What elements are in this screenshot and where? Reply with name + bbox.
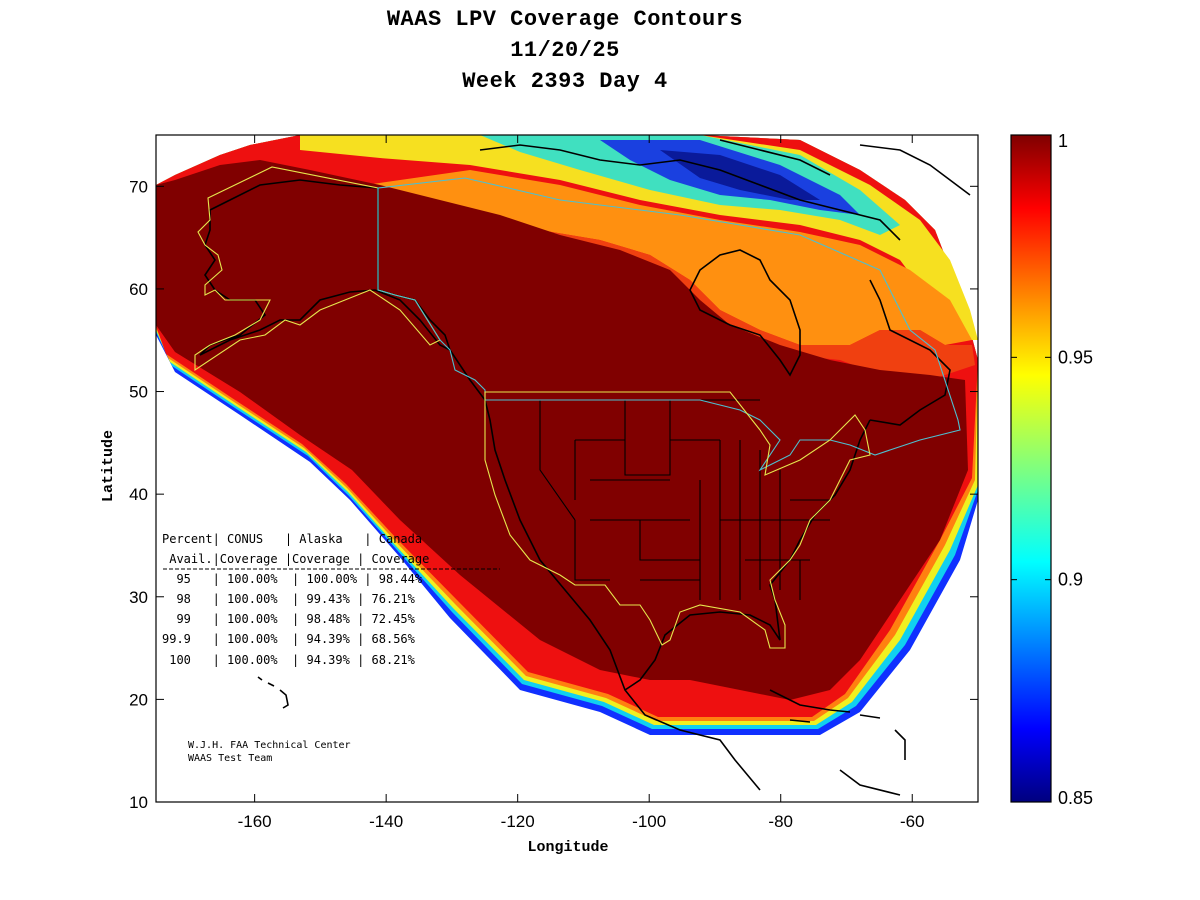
colorbar-tick-label: 0.9: [1058, 570, 1083, 590]
colorbar: [1010, 134, 1052, 803]
y-tick-label: 10: [129, 793, 148, 812]
stats-row: 99.9 | 100.00% | 94.39% | 68.56%: [162, 632, 416, 646]
colorbar-tick-label: 0.95: [1058, 347, 1093, 367]
stats-row: 95 | 100.00% | 100.00% | 98.44%: [162, 572, 423, 586]
coastline-caribbean: [769, 689, 906, 796]
x-tick-label: -100: [632, 812, 666, 831]
boundary-conus: [484, 391, 871, 649]
coastline-gulf: [624, 419, 871, 691]
stats-header-1: Percent| CONUS | Alaska | Canada: [162, 532, 422, 546]
coverage-stats-table: Percent| CONUS | Alaska | Canada Avail.|…: [162, 532, 500, 667]
y-tick-label: 30: [129, 588, 148, 607]
stats-header-2: Avail.|Coverage |Coverage | Coverage: [162, 552, 429, 566]
y-axis-label: Latitude: [100, 430, 117, 502]
x-tick-label: -80: [768, 812, 793, 831]
coverage-contours: [156, 135, 978, 735]
x-tick-label: -60: [900, 812, 925, 831]
stats-row: 98 | 100.00% | 99.43% | 76.21%: [162, 592, 416, 606]
coastline-northeast: [869, 279, 951, 426]
title-line-3: Week 2393 Day 4: [462, 69, 668, 94]
x-axis-label: Longitude: [527, 839, 608, 856]
y-tick-label: 70: [129, 177, 148, 196]
y-tick-label: 60: [129, 280, 148, 299]
x-tick-label: -160: [238, 812, 272, 831]
coastline-west: [449, 349, 761, 791]
x-tick-label: -140: [369, 812, 403, 831]
coastline-hudson: [689, 249, 801, 377]
y-axis: 10 20 30 40 50 60 70: [129, 177, 978, 812]
x-tick-label: -120: [501, 812, 535, 831]
coastline-hawaii: [257, 676, 289, 709]
title-line-2: 11/20/25: [510, 38, 620, 63]
chart-title: WAAS LPV Coverage Contours 11/20/25 Week…: [0, 4, 1130, 97]
y-tick-label: 40: [129, 485, 148, 504]
x-axis: -160 -140 -120 -100 -80 -60: [238, 135, 925, 831]
contour-max-coverage: [156, 160, 968, 700]
stats-row: 100 | 100.00% | 94.39% | 68.21%: [162, 653, 416, 667]
credit-line-1: W.J.H. FAA Technical Center: [188, 740, 351, 751]
colorbar-ticks: 1 0.95 0.9 0.85: [1011, 131, 1093, 808]
title-line-1: WAAS LPV Coverage Contours: [386, 7, 744, 32]
stats-row: 99 | 100.00% | 98.48% | 72.45%: [162, 612, 416, 626]
colorbar-tick-label: 1: [1058, 131, 1068, 151]
contour-north-navy: [660, 150, 820, 200]
plot-frame: [155, 134, 979, 803]
boundary-canada: [377, 177, 961, 472]
y-tick-label: 20: [129, 690, 148, 709]
coastline-arctic: [479, 139, 971, 241]
y-tick-label: 50: [129, 383, 148, 402]
service-boundaries: [194, 166, 961, 649]
colorbar-tick-label: 0.85: [1058, 788, 1093, 808]
credit-line-2: WAAS Test Team: [188, 753, 272, 764]
